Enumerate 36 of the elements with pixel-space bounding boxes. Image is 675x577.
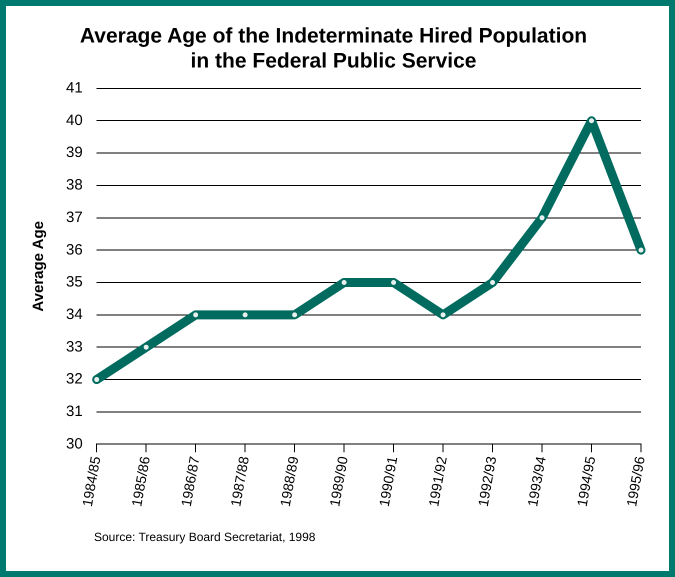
- x-tick-label: 1985/86: [128, 454, 153, 508]
- point: [192, 311, 200, 318]
- y-tick-label: 36: [66, 241, 83, 258]
- chart-title: Average Age of the Indeterminate Hired Population in the Federal Public Service: [80, 24, 588, 73]
- y-tick-label: 33: [66, 338, 83, 356]
- y-tick-label: 34: [66, 306, 83, 323]
- y-tick-label: 30: [66, 435, 83, 452]
- source-note: Source: Treasury Board Secretariat, 1998: [94, 530, 316, 544]
- y-axis-title: Average Age: [30, 221, 48, 312]
- y-tick-label: 32: [66, 370, 83, 388]
- x-tick-label: 1995/96: [623, 454, 648, 508]
- point: [242, 311, 249, 318]
- point: [638, 246, 644, 254]
- x-tick-label: 1988/89: [276, 454, 302, 508]
- x-tick-label: 1994/95: [574, 454, 598, 508]
- x-tick-label: 1984/85: [78, 454, 104, 508]
- point: [340, 279, 348, 286]
- y-tick-label: 35: [66, 274, 83, 291]
- x-tick-label: 1989/90: [326, 454, 351, 508]
- y-tick-label: 41: [66, 80, 83, 97]
- point: [440, 311, 447, 318]
- y-tick-label: 37: [66, 208, 83, 226]
- y-tick-label: 31: [66, 403, 83, 420]
- x-tick-label: 1992/93: [474, 454, 500, 508]
- point: [142, 344, 150, 351]
- point: [390, 279, 398, 286]
- x-tick-label: 1986/87: [178, 454, 202, 508]
- x-tick-label: 1990/91: [376, 454, 400, 508]
- y-tick-label: 38: [66, 176, 83, 194]
- x-tick-label: 1991/92: [425, 454, 450, 508]
- point: [291, 311, 298, 318]
- x-tick-label: 1987/88: [227, 454, 252, 508]
- x-tick-label: 1993/94: [524, 454, 549, 508]
- point: [538, 214, 546, 222]
- y-tick-label: 39: [66, 144, 83, 162]
- y-tick-label: 40: [66, 112, 83, 129]
